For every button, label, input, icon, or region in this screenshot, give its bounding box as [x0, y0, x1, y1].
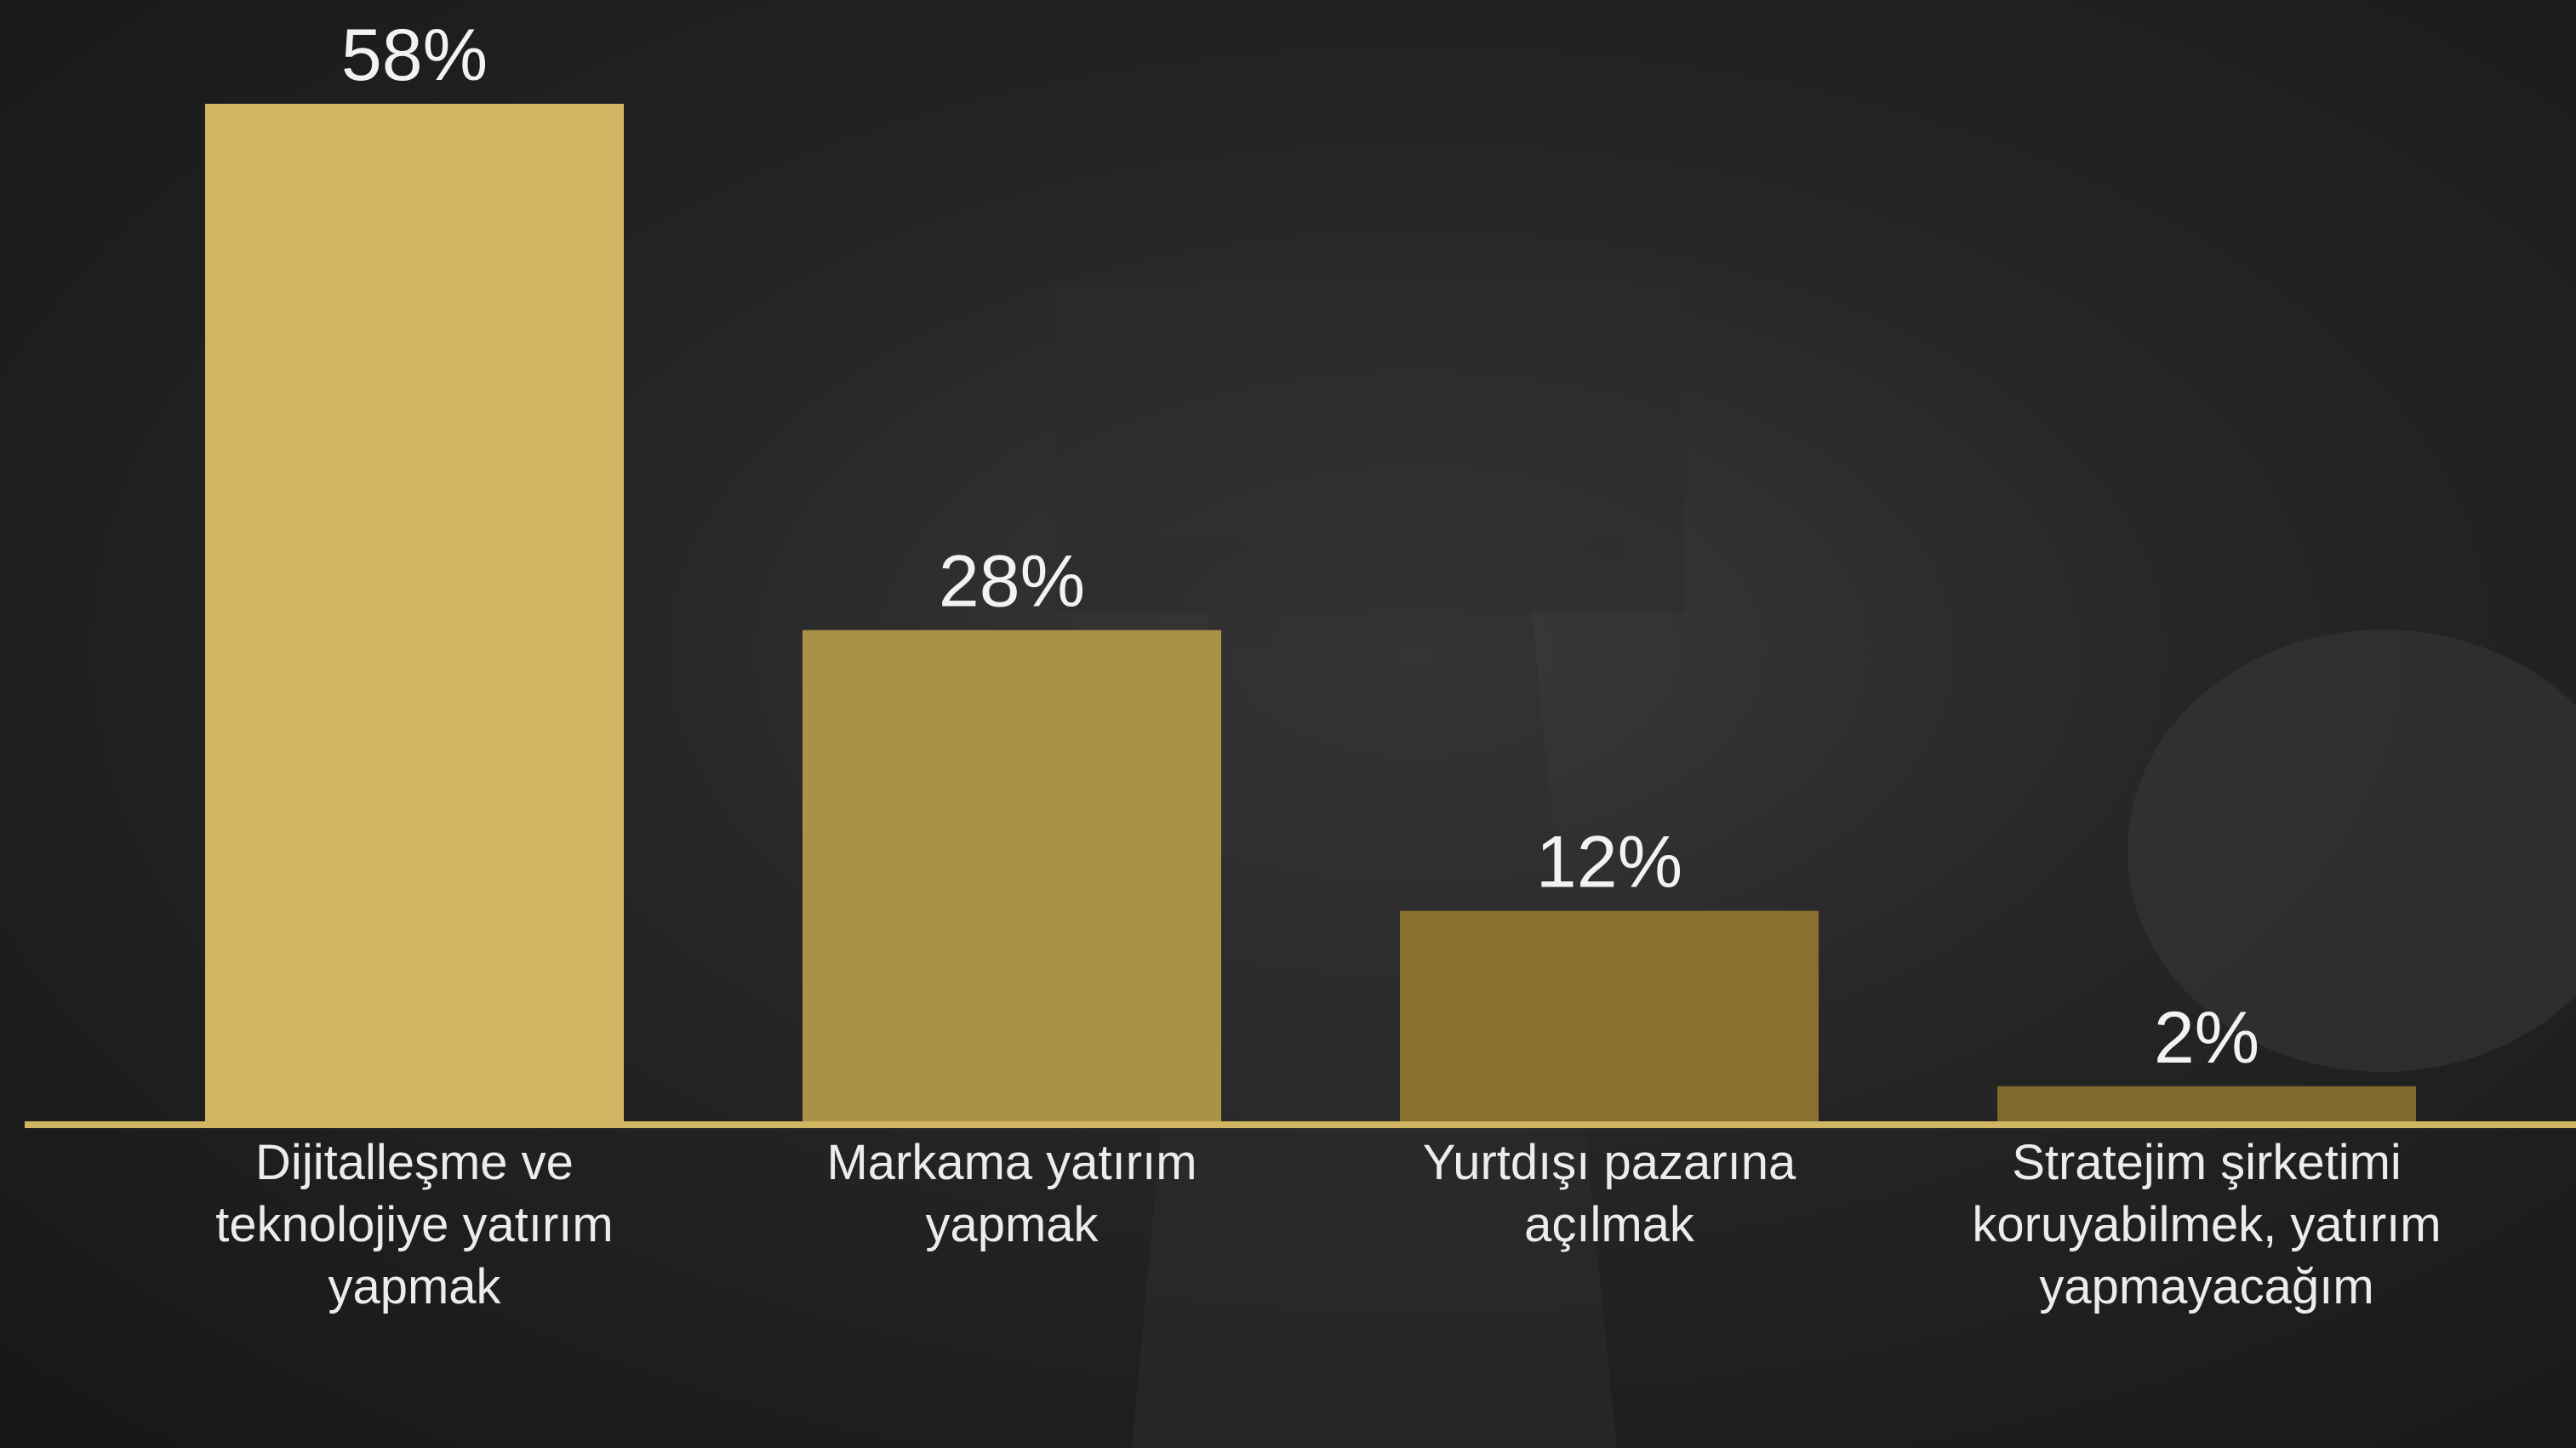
- value-label: 28%: [939, 541, 1085, 623]
- category-label: Dijitalleşme ve teknolojiye yatırım yapm…: [215, 1135, 614, 1314]
- bar: [803, 630, 1221, 1121]
- rook-shape: [1055, 281, 2576, 1448]
- category-label: Stratejim şirketimi koruyabilmek, yatırı…: [1972, 1135, 2442, 1314]
- value-label: 58%: [341, 14, 488, 96]
- bar: [1997, 1086, 2416, 1121]
- value-label: 12%: [1536, 822, 1682, 904]
- category-label: Markama yatırım yapmak: [826, 1135, 1197, 1252]
- baseline: [25, 1121, 2576, 1128]
- category-label: Yurtdışı pazarına açılmak: [1422, 1135, 1796, 1252]
- value-label: 2%: [2154, 997, 2259, 1079]
- bar: [205, 104, 624, 1121]
- bar: [1400, 910, 1819, 1121]
